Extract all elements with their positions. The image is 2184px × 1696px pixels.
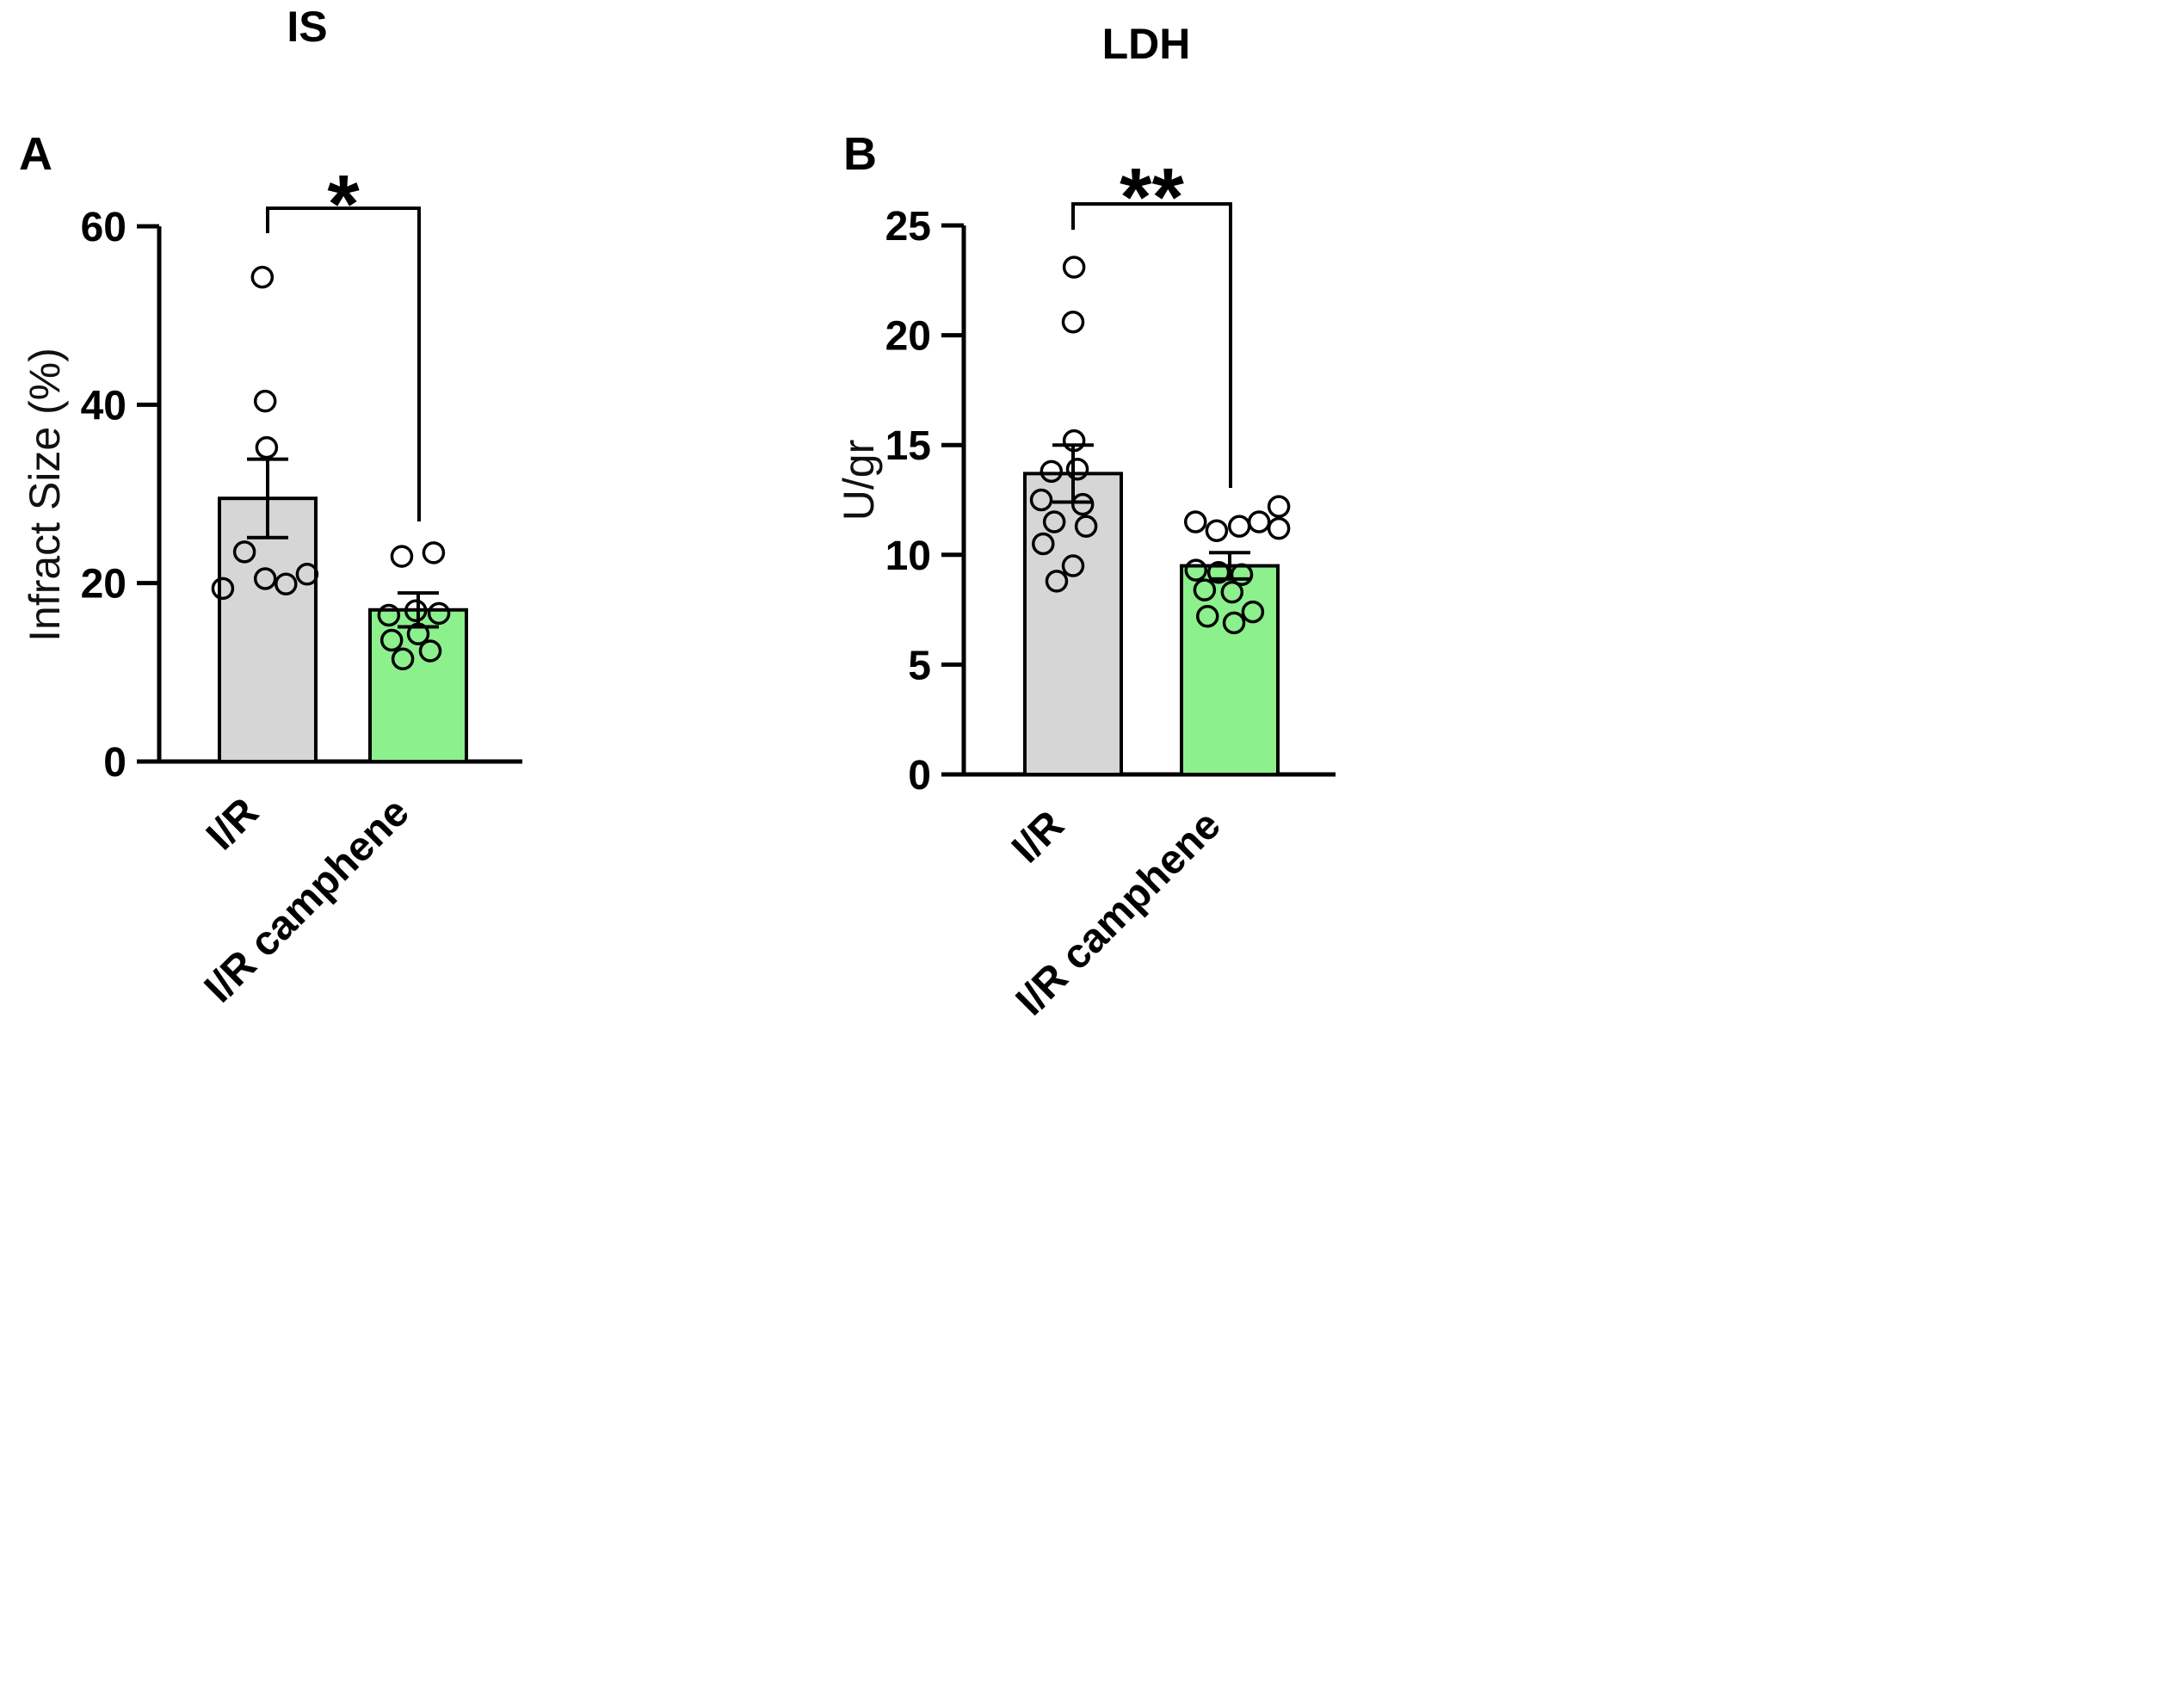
data-point-i-r-camphene xyxy=(1184,558,1208,582)
data-point-i-r-camphene xyxy=(1227,515,1251,538)
data-point-i-r-camphene xyxy=(391,647,415,671)
panel-a-title: IS xyxy=(287,3,328,51)
data-point-i-r-camphene xyxy=(1220,580,1244,604)
data-point-i-r-camphene xyxy=(1183,510,1207,533)
data-point-i-r xyxy=(1074,515,1098,538)
data-point-i-r-camphene xyxy=(1267,495,1291,518)
y-tick-label: 15 xyxy=(885,423,931,469)
data-point-i-r-camphene xyxy=(422,541,446,564)
y-tick-label: 0 xyxy=(103,740,126,786)
panel-a-y-axis-label: Infract Size (%) xyxy=(21,348,69,642)
y-tick-label: 20 xyxy=(885,314,931,360)
y-tick-label: 5 xyxy=(908,643,931,688)
data-point-i-r-camphene xyxy=(1222,611,1246,635)
data-point-i-r-camphene xyxy=(1241,600,1265,624)
significance-bracket xyxy=(1071,202,1232,488)
y-tick-label: 60 xyxy=(81,205,126,250)
y-tick-label: 40 xyxy=(81,383,126,429)
data-point-i-r-camphene xyxy=(1193,578,1217,601)
y-tick-label: 25 xyxy=(885,204,931,250)
y-tick-label: 0 xyxy=(908,753,931,799)
data-point-i-r-camphene xyxy=(404,599,428,623)
panel-b-y-axis-label: U/gr xyxy=(835,439,883,521)
data-point-i-r xyxy=(253,389,277,413)
data-point-i-r-camphene xyxy=(390,545,414,568)
data-point-i-r xyxy=(253,567,277,590)
data-point-i-r-camphene xyxy=(1205,519,1229,542)
data-point-i-r xyxy=(255,435,279,459)
data-point-i-r xyxy=(1032,532,1055,556)
data-point-i-r xyxy=(1070,492,1095,516)
data-point-i-r-camphene xyxy=(379,628,404,652)
data-point-i-r-camphene xyxy=(1206,560,1231,584)
data-point-i-r xyxy=(211,577,235,601)
data-point-i-r-camphene xyxy=(1230,563,1254,587)
data-point-i-r xyxy=(1061,554,1085,577)
data-point-i-r xyxy=(295,563,319,586)
bar-i-r xyxy=(218,496,318,764)
data-point-i-r xyxy=(250,265,275,289)
data-point-i-r xyxy=(1065,458,1089,481)
data-point-i-r xyxy=(1062,256,1086,279)
panel-a-label: A xyxy=(19,128,52,180)
data-point-i-r-camphene xyxy=(406,622,430,646)
significance-label: ** xyxy=(1120,151,1184,244)
y-tick-label: 20 xyxy=(81,562,126,607)
x-category-label-i-r: I/R xyxy=(1003,802,1073,872)
data-point-i-r xyxy=(1029,488,1053,512)
data-point-i-r xyxy=(1042,510,1066,533)
data-point-i-r-camphene xyxy=(1247,510,1271,533)
data-point-i-r xyxy=(1040,459,1064,484)
data-point-i-r-camphene xyxy=(418,639,442,663)
data-point-i-r xyxy=(1062,429,1086,453)
y-tick-label: 10 xyxy=(885,533,931,579)
data-point-i-r xyxy=(1045,570,1069,593)
data-point-i-r-camphene xyxy=(1195,605,1219,628)
bar-i-r-camphene xyxy=(368,607,468,763)
panel-b-title: LDH xyxy=(1101,20,1191,68)
data-point-i-r xyxy=(232,540,256,564)
x-category-label-i-r: I/R xyxy=(198,789,268,859)
significance-label: * xyxy=(327,158,360,250)
bar-i-r xyxy=(1023,472,1123,776)
data-point-i-r-camphene xyxy=(1267,516,1291,540)
data-point-i-r xyxy=(275,572,298,595)
data-point-i-r xyxy=(1061,311,1085,334)
data-point-i-r-camphene xyxy=(427,601,451,626)
panel-b-label: B xyxy=(843,128,877,180)
data-point-i-r-camphene xyxy=(377,603,401,627)
significance-bracket xyxy=(266,207,421,521)
